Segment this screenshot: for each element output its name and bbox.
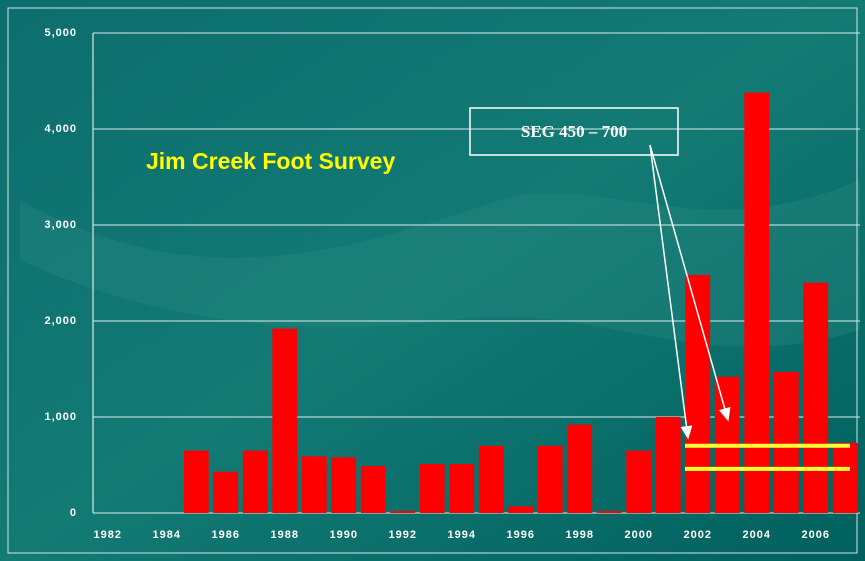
- x-tick-label: 1986: [212, 529, 240, 541]
- bar: [744, 92, 770, 514]
- x-tick-label: 1988: [271, 529, 299, 541]
- arrow: [649, 144, 693, 440]
- x-tick-label: 1998: [566, 529, 594, 541]
- annotation-box: [469, 107, 679, 156]
- x-tick-label: 2000: [625, 529, 653, 541]
- bar: [449, 464, 475, 513]
- x-tick-label: 2004: [743, 529, 771, 541]
- chart-title: Jim Creek Foot Survey: [146, 148, 395, 174]
- bar: [655, 417, 681, 513]
- x-tick-label: 1992: [389, 529, 417, 541]
- x-tick-label: 2006: [802, 529, 830, 541]
- bar: [567, 424, 593, 513]
- bar: [213, 471, 239, 513]
- bar: [803, 282, 829, 513]
- x-tick-label: 1984: [153, 529, 181, 541]
- bar: [419, 464, 445, 513]
- background-shape: [20, 180, 860, 347]
- bar: [596, 511, 622, 513]
- y-tick-label: 3,000: [44, 219, 77, 231]
- bar: [832, 442, 858, 513]
- y-tick-label: 5,000: [44, 27, 77, 39]
- bar: [331, 457, 357, 513]
- y-tick-label: 2,000: [44, 315, 77, 327]
- annotation: SEG 450 – 700: [521, 122, 627, 141]
- bar: [773, 371, 799, 513]
- x-tick-label: 2002: [684, 529, 712, 541]
- y-tick-label: 4,000: [44, 123, 77, 135]
- bar: [478, 445, 504, 513]
- bar: [301, 456, 327, 513]
- frame: [7, 7, 858, 554]
- x-tick-label: 1982: [94, 529, 122, 541]
- x-tick-label: 1994: [448, 529, 476, 541]
- arrow: [649, 144, 731, 422]
- bar: [272, 328, 298, 513]
- bar: [390, 511, 416, 513]
- bar: [626, 450, 652, 513]
- bar: [183, 450, 209, 513]
- x-tick-label: 1996: [507, 529, 535, 541]
- bar: [508, 506, 534, 513]
- x-tick-label: 1990: [330, 529, 358, 541]
- bar: [242, 450, 268, 513]
- y-tick-label: 0: [70, 507, 77, 519]
- bar: [360, 465, 386, 513]
- bar: [537, 445, 563, 513]
- y-tick-label: 1,000: [44, 411, 77, 423]
